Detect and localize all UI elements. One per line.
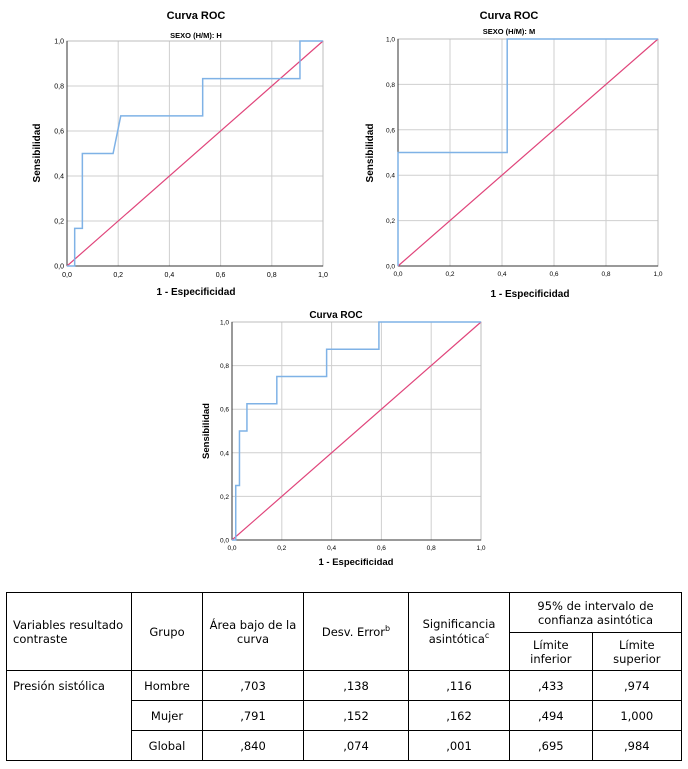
col-header-desv: Desv. Errorb	[303, 592, 409, 671]
col-header-area: Área bajo de la curva	[202, 592, 304, 671]
y-axis-label: Sensibilidad	[32, 124, 43, 183]
x-tick-label: 0,8	[601, 271, 610, 278]
y-tick-label: 0,0	[220, 538, 229, 545]
x-tick-label: 0,4	[165, 272, 175, 279]
y-tick-label: 0,6	[54, 129, 64, 136]
chart-subtitle: SEXO (H/M): M	[483, 27, 536, 36]
x-tick-label: 0,8	[427, 545, 436, 552]
cell-grupo: Mujer	[131, 700, 203, 731]
x-tick-label: 0,0	[62, 272, 72, 279]
col-header-ci: 95% de intervalo de confianza asintótica	[509, 592, 682, 633]
col-header-lower: Límite inferior	[509, 632, 593, 671]
y-tick-label: 0,0	[386, 264, 395, 271]
x-tick-label: 0,2	[445, 271, 454, 278]
y-tick-label: 0,4	[54, 174, 64, 181]
plot-area: 0,00,0 0,2 0,2 0,4 0,4 0,6 0,6 0,8 0,8 1,0 1,0	[386, 37, 663, 279]
col-header-sig: Significancia asintóticac	[408, 592, 510, 671]
y-tick-label: 0,0	[54, 264, 64, 271]
x-tick-label: 0,2	[113, 272, 123, 279]
auc-table: Variables resultado contraste Grupo Área…	[6, 592, 683, 761]
x-tick-label: 0,8	[267, 272, 277, 279]
cell-upper: 1,000	[591, 700, 683, 731]
roc-curve	[232, 321, 481, 541]
x-axis-label: 1 - Especificidad	[319, 557, 394, 568]
cell-grupo: Global	[131, 730, 203, 761]
cell-grupo: Hombre	[131, 670, 203, 701]
table-row: Global ,840 ,074 ,001 ,695 ,984	[7, 730, 683, 761]
x-tick-label: 1,0	[653, 271, 662, 278]
chart-title: Curva ROC	[167, 10, 226, 22]
plot-area: 0,00,0 0,2 0,2 0,4 0,4 0,6 0,6 0,8 0,8 1,0 1,0	[220, 320, 486, 553]
cell-desv: ,074	[303, 730, 409, 761]
y-tick-label: 0,8	[54, 84, 64, 91]
y-tick-label: 0,6	[386, 127, 395, 134]
roc-curve	[67, 40, 323, 267]
cell-sig: ,116	[408, 670, 510, 701]
cell-upper: ,974	[591, 670, 683, 701]
x-axis-label: 1 - Especificidad	[491, 289, 570, 300]
x-tick-label: 0,2	[277, 545, 286, 552]
y-axis-label: Sensibilidad	[201, 403, 212, 459]
cell-sig: ,001	[408, 730, 510, 761]
cell-desv: ,138	[303, 670, 409, 701]
roc-curve	[397, 38, 658, 266]
table-row: Mujer ,791 ,152 ,162 ,494 1,000	[7, 700, 683, 731]
table-row: Presión sistólica Hombre ,703 ,138 ,116 …	[6, 670, 683, 761]
y-tick-label: 0,6	[220, 407, 229, 414]
chart-title: Curva ROC	[309, 310, 362, 321]
x-tick-label: 0,0	[393, 271, 402, 278]
roc-chart-mujer: Curva ROC SEXO (H/M): M Sensibilidad 1 -…	[365, 10, 663, 300]
cell-area: ,791	[202, 700, 304, 731]
y-tick-label: 1,0	[220, 320, 229, 327]
x-tick-label: 0,6	[549, 271, 558, 278]
variable-cell: Presión sistólica	[6, 670, 132, 761]
y-tick-label: 0,2	[54, 219, 64, 226]
y-tick-label: 1,0	[386, 37, 395, 44]
cell-upper: ,984	[591, 730, 683, 761]
reference-line	[231, 321, 482, 541]
cell-lower: ,695	[509, 730, 593, 761]
col-header-upper: Límite superior	[591, 632, 683, 671]
roc-chart-hombre: Curva ROC SEXO (H/M): H Sensibilidad 1 -…	[32, 10, 328, 298]
y-tick-label: 0,8	[386, 82, 395, 89]
x-tick-label: 0,6	[377, 545, 386, 552]
x-tick-label: 0,4	[497, 271, 506, 278]
y-axis-label: Sensibilidad	[365, 124, 376, 183]
y-tick-label: 0,2	[386, 218, 395, 225]
col-header-variables: Variables resultado contraste	[6, 592, 132, 671]
chart-subtitle: SEXO (H/M): H	[170, 31, 222, 40]
roc-chart-global: Curva ROC Sensibilidad 1 - Especificidad…	[201, 310, 486, 568]
cell-area: ,703	[202, 670, 304, 701]
x-tick-label: 0,6	[216, 272, 226, 279]
y-tick-label: 0,8	[220, 363, 229, 370]
y-tick-label: 0,4	[386, 173, 395, 180]
y-tick-label: 0,2	[220, 494, 229, 501]
cell-area: ,840	[202, 730, 304, 761]
cell-sig: ,162	[408, 700, 510, 731]
x-tick-label: 0,0	[227, 545, 236, 552]
x-tick-label: 1,0	[318, 272, 328, 279]
x-axis-label: 1 - Especificidad	[157, 287, 236, 298]
plot-area: 0,00,0 0,2 0,2 0,4 0,4 0,6 0,6 0,8 0,8 1,0 1,0	[54, 39, 328, 280]
col-header-grupo: Grupo	[131, 592, 203, 671]
chart-title: Curva ROC	[480, 10, 539, 22]
x-tick-label: 0,4	[327, 545, 336, 552]
x-tick-label: 1,0	[476, 545, 485, 552]
reference-line	[397, 38, 659, 267]
y-tick-label: 0,4	[220, 450, 229, 457]
cell-desv: ,152	[303, 700, 409, 731]
y-tick-label: 1,0	[54, 39, 64, 46]
cell-lower: ,494	[509, 700, 593, 731]
cell-lower: ,433	[509, 670, 593, 701]
